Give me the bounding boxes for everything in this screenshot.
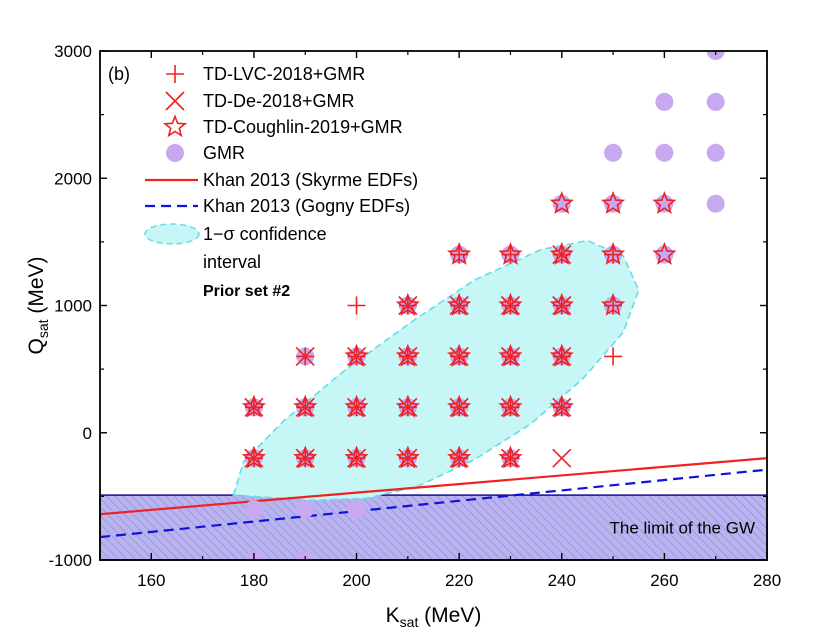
- legend-marker-star: [162, 114, 188, 138]
- legend-note: Prior set #2: [203, 283, 290, 300]
- point-plus: [296, 398, 315, 417]
- legend-label: interval: [203, 252, 261, 272]
- legend-marker-circle: [166, 144, 184, 162]
- ellipse-shape: [232, 239, 640, 502]
- point-circle: [706, 92, 725, 111]
- point-plus: [296, 347, 315, 366]
- point-plus: [450, 296, 469, 315]
- point-star: [652, 241, 677, 265]
- point-plus: [244, 449, 263, 468]
- x-tick-label: 260: [650, 571, 678, 590]
- y-axis-title-sub: sat: [35, 319, 51, 338]
- point-plus: [501, 347, 520, 366]
- x-axis-title: Ksat (MeV): [386, 604, 482, 630]
- line-skyrme: [100, 457, 767, 516]
- x-tick-label: 180: [240, 571, 268, 590]
- y-axis-title: Qsat (MeV): [25, 256, 51, 354]
- legend-label: Khan 2013 (Skyrme EDFs): [203, 170, 418, 190]
- axis-ticks: 160 180 200 220 240 260 280 -1000 0 1000 2000 3000: [49, 42, 782, 590]
- point-star: [600, 190, 626, 214]
- point-plus: [552, 296, 571, 315]
- y-axis-title-unit: (MeV): [25, 256, 48, 319]
- legend-label: GMR: [203, 143, 245, 163]
- point-circle: [604, 143, 623, 162]
- y-tick-label: -1000: [49, 551, 92, 570]
- point-circle: [244, 500, 263, 519]
- point-plus: [501, 449, 520, 468]
- x-tick-label: 160: [137, 571, 165, 590]
- point-plus: [296, 449, 315, 468]
- legend-marker-cross: [165, 91, 185, 111]
- panel-label: (b): [108, 64, 130, 84]
- point-plus: [450, 449, 469, 468]
- point-plus: [552, 398, 571, 417]
- x-tick-label: 280: [753, 571, 781, 590]
- frame-rect: [99, 50, 768, 561]
- point-star: [652, 190, 677, 214]
- khan-lines: [100, 457, 767, 539]
- y-tick-label: 2000: [54, 169, 92, 188]
- point-plus: [347, 449, 366, 468]
- point-plus: [450, 245, 469, 264]
- point-plus: [450, 398, 469, 417]
- point-plus: [501, 296, 520, 315]
- point-circle: [296, 551, 315, 560]
- legend-label: 1−σ confidence: [203, 224, 327, 244]
- legend-label: Khan 2013 (Gogny EDFs): [203, 196, 410, 216]
- x-tick-label: 200: [342, 571, 370, 590]
- point-plus: [552, 245, 571, 264]
- point-plus: [450, 347, 469, 366]
- x-axis-title-unit: (MeV): [418, 604, 481, 627]
- y-axis-title-main: Q: [25, 338, 48, 354]
- legend-marker-plus: [166, 65, 184, 83]
- x-tick-label: 240: [548, 571, 576, 590]
- legend: TD-LVC-2018+GMR TD-De-2018+GMR TD-Coughlin…: [144, 64, 418, 300]
- plot-frame: [99, 50, 768, 561]
- legend-label: TD-LVC-2018+GMR: [203, 64, 365, 84]
- point-plus: [398, 398, 417, 417]
- point-star: [549, 190, 574, 214]
- legend-label: TD-Coughlin-2019+GMR: [203, 117, 403, 137]
- series-td-lvc: [244, 245, 623, 468]
- point-plus: [501, 245, 520, 264]
- x-axis-title-sub: sat: [400, 614, 419, 630]
- legend-label: TD-De-2018+GMR: [203, 91, 355, 111]
- point-circle: [655, 92, 674, 111]
- y-tick-label: 0: [83, 424, 92, 443]
- confidence-ellipse: [232, 239, 640, 502]
- point-circle: [706, 143, 725, 162]
- legend-ellipse-swatch: [144, 223, 200, 245]
- point-plus: [347, 347, 366, 366]
- y-tick-label: 1000: [54, 297, 92, 316]
- point-plus: [552, 347, 571, 366]
- point-circle: [347, 500, 366, 519]
- point-cross: [552, 448, 572, 468]
- y-tick-label: 3000: [54, 42, 92, 61]
- point-plus: [244, 398, 263, 417]
- gw-limit-label: The limit of the GW: [610, 519, 755, 538]
- point-plus: [604, 347, 623, 366]
- point-plus: [398, 347, 417, 366]
- point-plus: [347, 398, 366, 417]
- point-circle: [296, 500, 315, 519]
- x-tick-label: 220: [445, 571, 473, 590]
- x-axis-title-main: K: [386, 604, 400, 627]
- point-plus: [604, 296, 623, 315]
- point-plus: [347, 296, 366, 315]
- point-plus: [501, 398, 520, 417]
- point-circle: [706, 194, 725, 213]
- point-plus: [398, 296, 417, 315]
- point-plus: [604, 245, 623, 264]
- point-plus: [398, 449, 417, 468]
- point-circle: [655, 143, 674, 162]
- point-circle: [706, 51, 725, 60]
